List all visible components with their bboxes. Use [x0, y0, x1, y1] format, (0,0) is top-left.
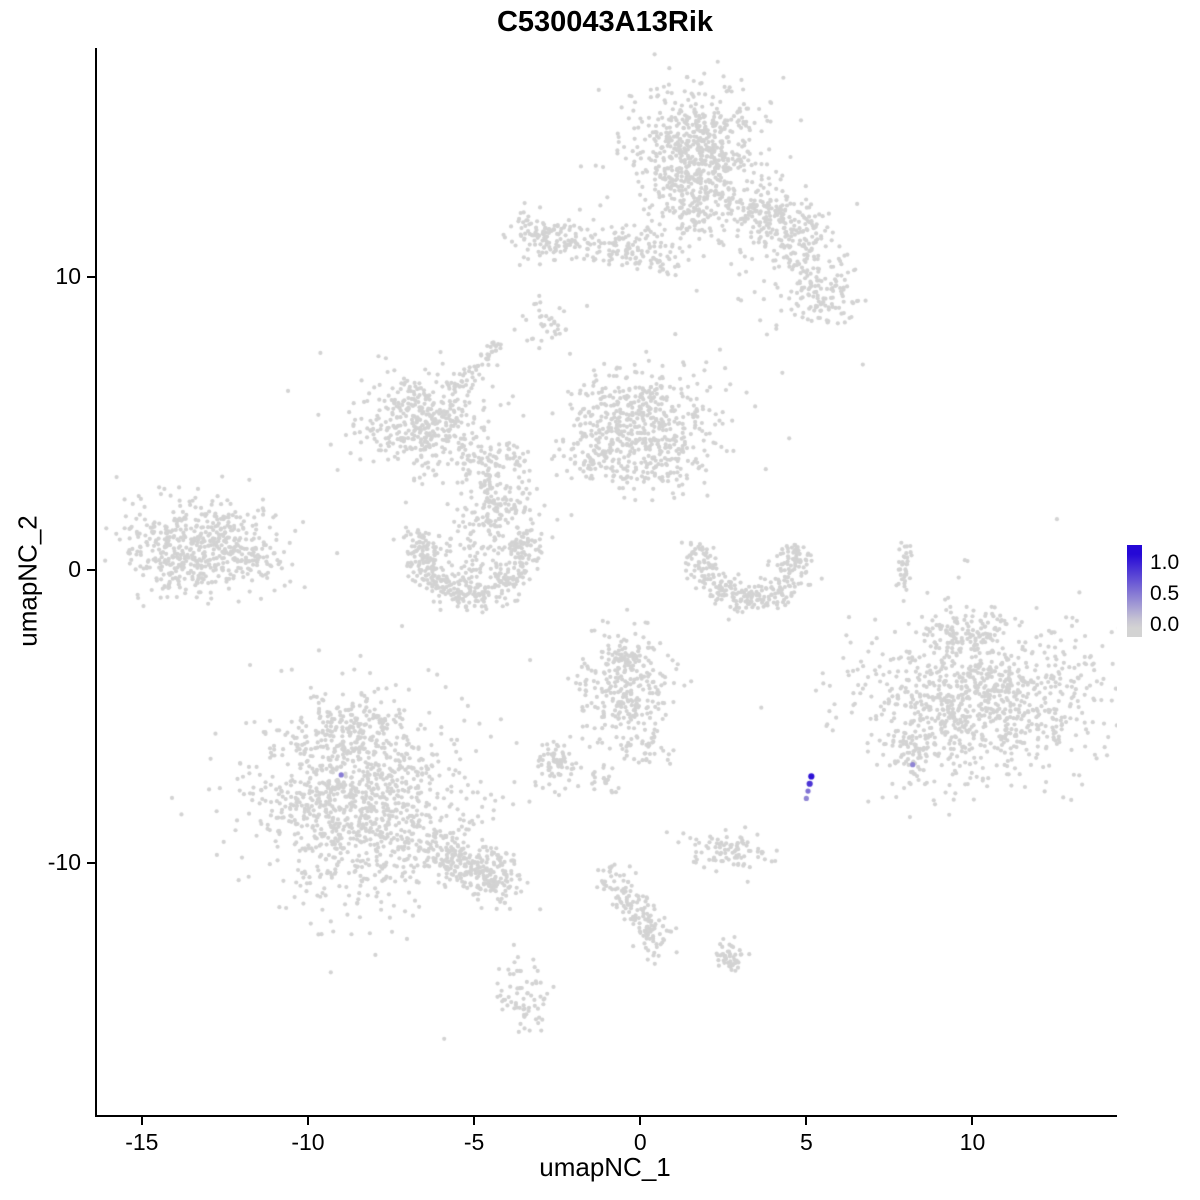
- scatter-canvas: [97, 48, 1117, 1115]
- yticklabel: -10: [47, 848, 81, 875]
- legend-tick-label: 0.5: [1150, 582, 1180, 606]
- ytick: [87, 275, 95, 278]
- plot-area: [95, 48, 1117, 1117]
- xtick: [306, 1117, 309, 1125]
- xtick: [805, 1117, 808, 1125]
- xtick: [140, 1117, 143, 1125]
- legend-tick-label: 0.0: [1150, 612, 1180, 636]
- xtick: [639, 1117, 642, 1125]
- yticklabel: 0: [68, 555, 81, 582]
- xticklabel: -15: [125, 1129, 159, 1155]
- xticklabel: 0: [633, 1129, 647, 1155]
- xticklabel: 5: [799, 1129, 813, 1155]
- ytick: [87, 861, 95, 864]
- legend-tick-label: 1.0: [1150, 551, 1180, 575]
- xtick: [473, 1117, 476, 1125]
- yticklabel: 10: [55, 262, 81, 289]
- x-axis-label: umapNC_1: [539, 1152, 671, 1182]
- ytick: [87, 568, 95, 571]
- xticklabel: -10: [291, 1129, 325, 1155]
- xticklabel: 10: [959, 1129, 986, 1155]
- plot-title: C530043A13Rik: [496, 6, 714, 38]
- legend: 1.0 0.5 0.0: [1127, 545, 1197, 645]
- xticklabel: -5: [463, 1129, 485, 1155]
- xtick: [971, 1117, 974, 1125]
- legend-gradient-bar: [1127, 545, 1142, 637]
